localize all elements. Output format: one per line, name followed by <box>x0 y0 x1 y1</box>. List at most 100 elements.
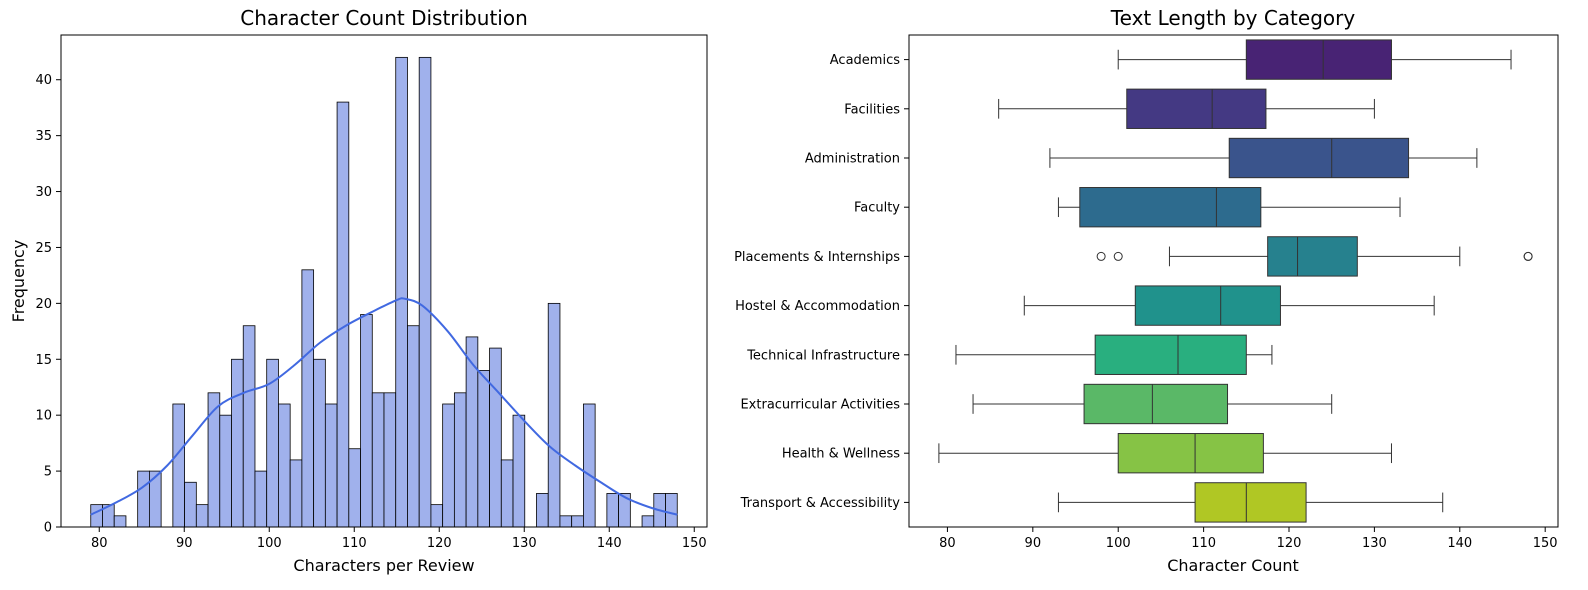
histogram-bar <box>430 504 444 528</box>
histogram-y-tick-label: 35 <box>35 129 52 144</box>
histogram-bar <box>500 459 514 528</box>
histogram-bar <box>583 403 596 528</box>
boxplot-x-tick-label: 110 <box>1191 536 1216 551</box>
histogram-bar <box>418 56 432 528</box>
boxplot-category-label: Facilities <box>844 102 900 117</box>
boxplot-panel: Text Length by Category 80 90 100 110 120 130… <box>734 6 1559 575</box>
histogram-bar <box>324 403 338 528</box>
boxplot-category-labels: Academics Facilities Administration Faculty… <box>734 53 909 511</box>
histogram-y-tick-label: 15 <box>35 353 52 368</box>
histogram-bar <box>348 448 361 528</box>
histogram-bar <box>665 493 678 528</box>
boxplot-category-label: Hostel & Accommodation <box>735 299 900 314</box>
histogram-bar <box>559 515 573 528</box>
histogram-bar <box>465 336 479 528</box>
histogram-bar <box>571 515 584 528</box>
boxplot-x-tick-label: 150 <box>1533 536 1558 551</box>
histogram-x-tick-label: 130 <box>512 536 537 551</box>
histogram-x-tick-label: 90 <box>176 536 193 551</box>
histogram-bar <box>207 392 221 528</box>
box-iqr <box>1267 236 1358 277</box>
boxplot-x-tick-label: 120 <box>1277 536 1302 551</box>
histogram-frame <box>60 34 708 528</box>
box-iqr <box>1079 187 1262 228</box>
histogram-x-ticks: 80 90 100 110 120 130 140 150 <box>91 527 707 551</box>
histogram-bar <box>489 347 502 528</box>
box-outlier <box>1096 251 1106 261</box>
histogram-x-tick-label: 140 <box>597 536 622 551</box>
histogram-bar <box>395 56 408 528</box>
histogram-x-tick-label: 100 <box>257 536 282 551</box>
histogram-x-label: Characters per Review <box>293 556 474 575</box>
histogram-bar <box>453 392 467 528</box>
histogram-y-tick-label: 5 <box>44 465 52 480</box>
histogram-bar <box>184 481 197 528</box>
histogram-bar <box>278 403 291 528</box>
boxplot-category-label: Faculty <box>854 201 900 216</box>
histogram-y-tick-label: 25 <box>35 241 52 256</box>
histogram-bar <box>231 358 244 528</box>
boxplot-category-label: Transport & Accessibility <box>740 496 901 511</box>
histogram-bar <box>477 370 490 528</box>
histogram-y-tick-label: 40 <box>35 73 52 88</box>
boxplot-frame <box>908 34 1559 528</box>
histogram-x-tick-label: 80 <box>91 536 108 551</box>
histogram-title: Character Count Distribution <box>240 6 528 30</box>
histogram-bar <box>172 403 185 528</box>
histogram-bar <box>113 515 127 528</box>
boxplot-category-label: Extracurricular Activities <box>740 398 900 413</box>
boxplot-category-label: Technical Infrastructure <box>746 348 900 363</box>
box-outlier <box>1113 251 1123 261</box>
boxplot-x-tick-label: 140 <box>1447 536 1472 551</box>
histogram-x-tick-label: 150 <box>682 536 707 551</box>
boxplot-category-label: Administration <box>805 152 900 167</box>
box-iqr <box>1228 137 1410 179</box>
histogram-panel: Character Count Distribution 80 90 100 110 1… <box>9 6 708 575</box>
boxplot-category-label: Placements & Internships <box>734 250 900 265</box>
box-iqr <box>1083 383 1229 425</box>
histogram-y-tick-label: 30 <box>35 185 52 200</box>
histogram-bar <box>512 414 526 528</box>
boxplot-x-label: Character Count <box>1167 556 1299 575</box>
histogram-bar <box>219 414 232 528</box>
boxplot-title: Text Length by Category <box>1110 6 1356 30</box>
box-iqr <box>1245 39 1392 80</box>
histogram-y-ticks: 0 5 10 15 20 25 30 35 40 <box>35 73 61 536</box>
box-iqr <box>1134 285 1281 326</box>
histogram-bar <box>336 101 350 528</box>
boxplot-x-tick-label: 90 <box>1025 536 1042 551</box>
boxplot-x-tick-label: 100 <box>1106 536 1131 551</box>
histogram-bar <box>606 493 619 528</box>
histogram-bar <box>313 358 326 528</box>
boxplot-category-label: Health & Wellness <box>782 447 900 462</box>
histogram-bar <box>90 504 103 528</box>
histogram-bars <box>90 56 678 528</box>
histogram-bar <box>360 314 373 528</box>
box-outlier <box>1523 251 1533 261</box>
histogram-bar <box>289 459 303 528</box>
boxplot-x-ticks: 80 90 100 110 120 130 140 150 <box>939 527 1558 551</box>
histogram-bar <box>242 325 256 528</box>
box-iqr <box>1126 88 1267 129</box>
histogram-bar <box>547 302 561 528</box>
histogram-bar <box>641 515 655 528</box>
boxplot-category-label: Academics <box>830 53 900 68</box>
box-iqr <box>1117 433 1264 474</box>
histogram-bar <box>371 392 385 528</box>
histogram-bar <box>301 269 315 528</box>
histogram-bar <box>407 325 420 528</box>
histogram-x-tick-label: 120 <box>427 536 452 551</box>
histogram-y-tick-label: 20 <box>35 297 52 312</box>
histogram-bar <box>442 403 455 528</box>
histogram-x-tick-label: 110 <box>342 536 367 551</box>
histogram-bar <box>254 470 268 528</box>
histogram-bar <box>383 392 397 528</box>
boxplot-x-tick-label: 130 <box>1362 536 1387 551</box>
histogram-bar <box>536 493 549 528</box>
kde-curve <box>90 297 678 516</box>
histogram-y-tick-label: 10 <box>35 409 52 424</box>
histogram-y-label: Frequency <box>9 240 28 323</box>
boxplot-boxes <box>938 39 1533 523</box>
histogram-bar <box>195 504 209 528</box>
